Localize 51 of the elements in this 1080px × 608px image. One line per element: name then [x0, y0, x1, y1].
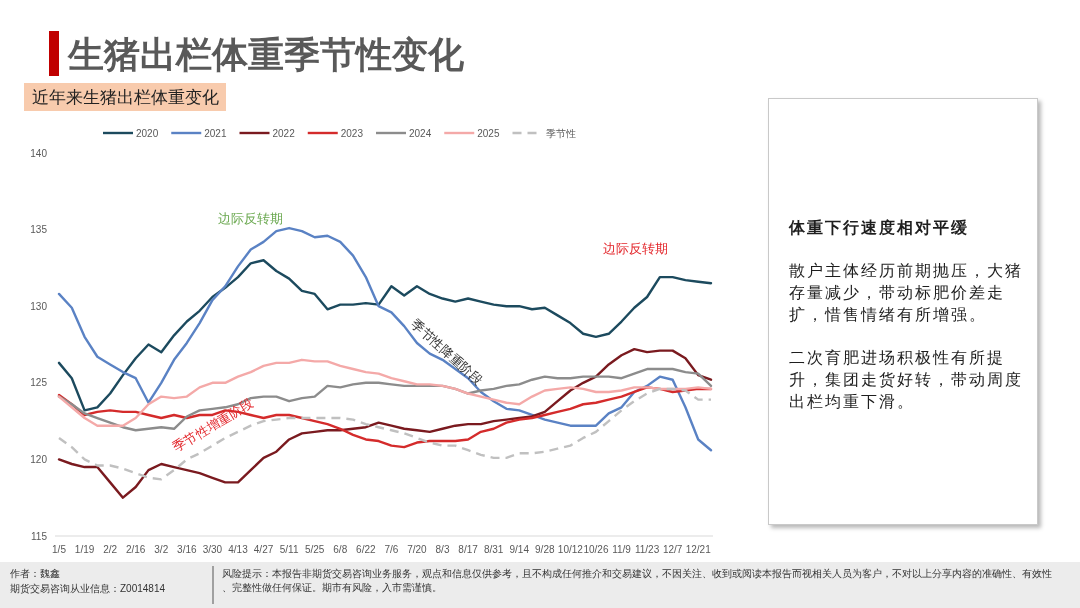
legend-label: 2021 — [204, 127, 227, 139]
x-tick-label: 3/30 — [202, 544, 223, 555]
x-tick-label: 4/27 — [253, 544, 274, 555]
x-tick-label: 8/3 — [435, 544, 450, 555]
text: 期货交易咨询从业信息：Z0014814 — [10, 583, 166, 594]
text: 作者：魏鑫 — [9, 568, 60, 579]
x-tick-label: 2/16 — [125, 544, 146, 555]
y-tick-label: 125 — [30, 377, 48, 389]
y-tick-label: 115 — [31, 530, 48, 542]
text: 散户主体经历前期抛压，大猪存量减少，带动标肥价差走扩，惜售情绪有所增强。 — [789, 260, 1024, 326]
x-tick-label: 9/28 — [535, 544, 555, 555]
annotation: 边际反转期 — [602, 240, 668, 256]
x-tick-label: 3/16 — [177, 544, 198, 555]
text: 二次育肥进场积极性有所提升，集团走货好转，带动周度出栏均重下滑。 — [789, 347, 1024, 413]
x-tick-label: 12/21 — [685, 544, 712, 555]
x-tick-label: 8/17 — [458, 544, 479, 555]
legend-label: 2022 — [272, 127, 296, 139]
x-tick-label: 10/26 — [583, 544, 609, 555]
y-tick-label: 140 — [30, 147, 48, 159]
legend-label: 2020 — [136, 127, 159, 139]
y-tick-label: 120 — [30, 453, 48, 465]
annotation: 季节性增重阶段 — [170, 395, 256, 455]
x-tick-label: 10/12 — [557, 544, 584, 555]
x-tick-label: 6/8 — [333, 544, 348, 555]
x-tick-label: 11/23 — [634, 544, 660, 555]
chart-subtitle: 近年来生猪出栏体重变化 — [32, 88, 219, 107]
legend-label: 2023 — [340, 127, 364, 139]
text: 风险提示：本报告非期货交易咨询业务服务，观点和信息仅供参考，且不构成任何推介和交易建议，不因关注、收到或阅读本报告而视相关人员为客户，不对以上分享内容的准确性、有效性、完整性做任何保证。期市有风险，入市需谨慎。 — [222, 568, 1052, 593]
annotation: 边际反转期 — [217, 210, 283, 226]
y-tick-label: 130 — [30, 300, 48, 312]
x-tick-label: 5/25 — [304, 544, 325, 555]
x-tick-label: 8/31 — [483, 544, 504, 555]
x-tick-label: 11/9 — [612, 544, 632, 555]
x-tick-label: 9/14 — [509, 544, 530, 555]
chart-title: 生猪出栏体重季节性变化 — [67, 34, 465, 75]
x-tick-label: 6/22 — [356, 544, 376, 555]
annotation: 季节性降重阶段 — [408, 315, 486, 389]
x-tick-label: 7/20 — [407, 544, 428, 555]
x-tick-label: 5/11 — [279, 544, 299, 555]
x-tick-label: 1/19 — [74, 544, 95, 555]
text: 体重下行速度相对平缓 — [789, 217, 970, 239]
x-tick-label: 4/13 — [228, 544, 249, 555]
x-tick-label: 3/2 — [154, 544, 169, 555]
legend-label: 季节性 — [545, 127, 576, 139]
legend-label: 2025 — [477, 127, 500, 139]
y-tick-label: 135 — [30, 224, 48, 236]
x-tick-label: 12/7 — [662, 544, 683, 555]
legend-label: 2024 — [409, 127, 432, 139]
x-tick-label: 1/5 — [52, 544, 67, 555]
x-tick-label: 7/6 — [384, 544, 399, 555]
x-tick-label: 2/2 — [103, 544, 118, 555]
